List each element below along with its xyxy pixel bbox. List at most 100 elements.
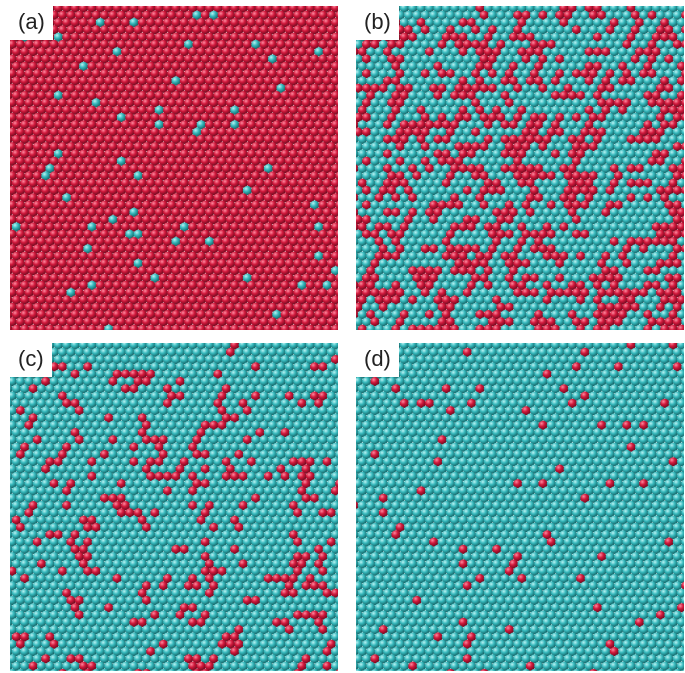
atom (20, 164, 30, 174)
atom (297, 61, 307, 71)
atom (79, 442, 89, 452)
atom (142, 69, 152, 79)
atom (597, 185, 607, 196)
atom (247, 266, 257, 276)
atom (20, 413, 30, 423)
atom (408, 193, 418, 203)
atom (129, 501, 139, 511)
atom (188, 280, 198, 290)
atom (588, 83, 598, 93)
atom (100, 98, 110, 108)
atom (660, 310, 670, 320)
atom (322, 134, 332, 144)
atom (551, 134, 561, 144)
atom (62, 207, 72, 217)
atom (20, 91, 30, 101)
atom (11, 559, 21, 569)
atom (184, 229, 194, 239)
atom (576, 149, 586, 159)
atom (280, 457, 290, 467)
atom (184, 200, 194, 210)
atom (49, 537, 59, 547)
atom (322, 559, 332, 569)
atom (272, 6, 282, 13)
atom (496, 127, 506, 137)
atom (163, 266, 173, 276)
atom (475, 61, 485, 71)
atom (259, 258, 269, 269)
atom (462, 244, 472, 254)
atom (335, 348, 338, 357)
atom (572, 98, 582, 108)
atom (24, 98, 34, 108)
atom (213, 588, 223, 598)
atom (538, 127, 548, 137)
atom (462, 127, 472, 137)
atom (95, 6, 105, 13)
atom (188, 120, 198, 130)
atom (437, 142, 447, 152)
atom (374, 149, 384, 159)
atom (263, 6, 273, 13)
atom (280, 178, 290, 188)
atom (513, 54, 523, 64)
atom (74, 566, 84, 576)
atom (289, 280, 299, 290)
atom (293, 98, 303, 108)
atom (297, 398, 307, 408)
atom (268, 258, 278, 269)
atom (179, 6, 189, 13)
atom (450, 178, 460, 188)
atom (450, 266, 460, 276)
atom (255, 120, 265, 130)
atom (293, 566, 303, 576)
atom (234, 391, 244, 401)
atom (605, 112, 615, 123)
atom (163, 398, 173, 408)
atom (125, 302, 135, 312)
atom (450, 18, 460, 28)
atom (362, 83, 372, 93)
atom (79, 32, 89, 42)
atom (91, 493, 101, 503)
atom (87, 32, 97, 42)
atom (66, 127, 76, 137)
atom (259, 185, 269, 196)
atom (647, 229, 657, 239)
atom (643, 222, 653, 232)
atom (158, 54, 168, 64)
atom (572, 127, 582, 137)
atom (53, 222, 64, 232)
atom (318, 215, 328, 225)
atom (450, 47, 460, 57)
atom (49, 317, 59, 327)
atom (404, 54, 414, 64)
atom (150, 479, 160, 489)
atom (268, 215, 278, 225)
atom (171, 515, 181, 525)
atom (525, 76, 535, 86)
atom (83, 229, 93, 239)
atom (66, 10, 76, 20)
atom (45, 544, 55, 554)
atom (416, 164, 426, 174)
atom (87, 544, 97, 554)
atom (310, 302, 320, 312)
atom (11, 251, 21, 261)
atom (196, 178, 206, 188)
atom (226, 10, 236, 20)
atom (588, 171, 598, 181)
atom (74, 54, 84, 64)
atom (234, 39, 244, 50)
atom (656, 156, 666, 166)
atom (668, 76, 678, 86)
atom (200, 112, 210, 123)
atom (24, 581, 34, 591)
atom (420, 229, 430, 239)
atom (318, 156, 328, 166)
atom (483, 251, 493, 261)
atom (525, 6, 535, 13)
atom (154, 588, 164, 598)
atom (37, 134, 47, 144)
atom (234, 288, 244, 298)
